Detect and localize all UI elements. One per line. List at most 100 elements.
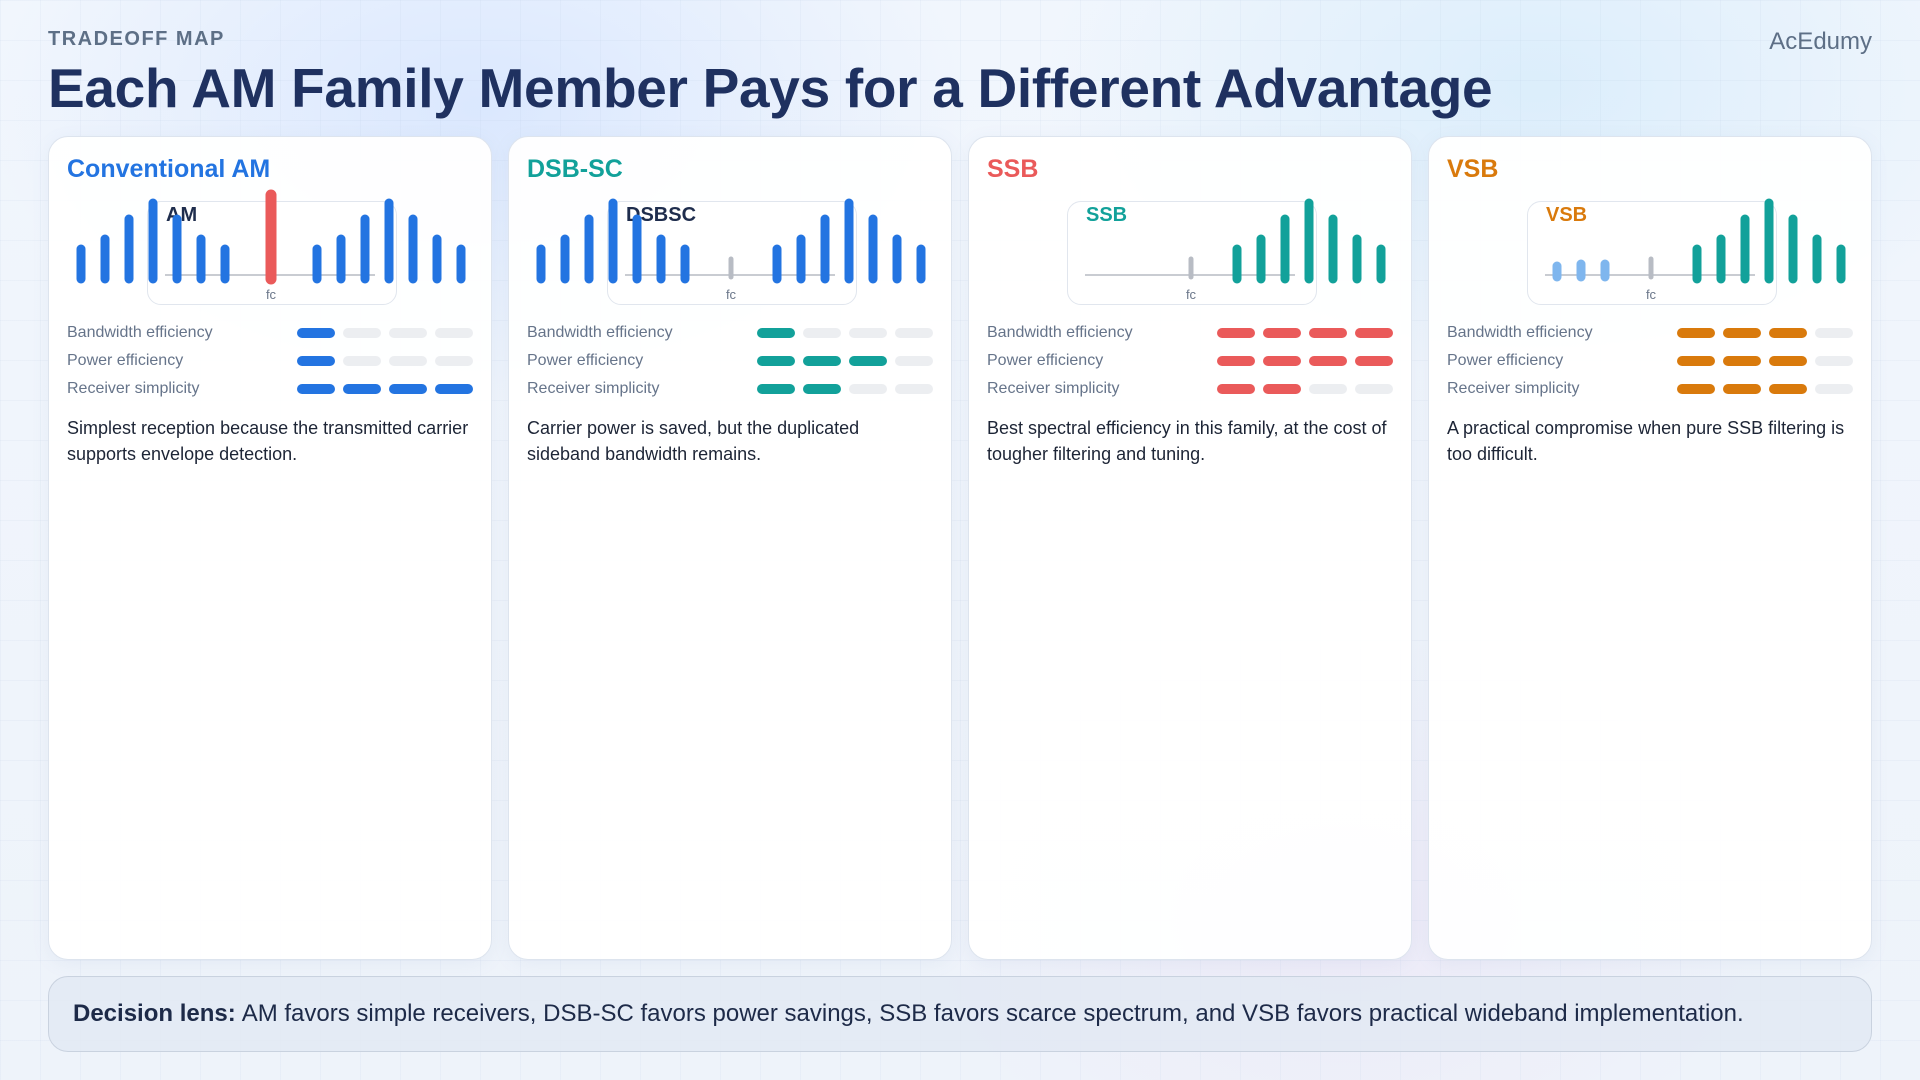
spectrum-inset-box: AM [147,201,397,305]
spectrum-label: VSB [1546,204,1588,226]
spectrum-inset-box: DSBSC [607,201,857,305]
card-title: Conventional AM [67,155,271,183]
metrics-list: Bandwidth efficiency Power efficiency Re… [987,319,1393,403]
rating-pip-filled [1723,384,1761,394]
right-sideband-group [312,198,466,284]
rating-pip-empty [1355,384,1393,394]
metric-power-efficiency: Power efficiency [1447,347,1853,375]
spectrum-svg [1085,198,1386,284]
card-description: A practical compromise when pure SSB fil… [1447,418,1845,464]
metric-label: Receiver simplicity [1447,380,1580,397]
metric-bandwidth-efficiency: Bandwidth efficiency [527,319,933,347]
rating-bar [1677,384,1853,394]
rating-pip-filled [435,384,473,394]
metric-label: Receiver simplicity [527,380,660,397]
card-conventional-am: Conventional AM AM [48,136,492,960]
rating-pip-empty [895,356,933,366]
spectrum-inset-box: VSB [1527,201,1777,305]
metrics-list: Bandwidth efficiency Power efficiency Re… [67,319,473,403]
rating-bar [757,384,933,394]
rating-pip-filled [1769,384,1807,394]
left-sideband-group [536,198,690,284]
metric-receiver-simplicity: Receiver simplicity [1447,375,1853,403]
rating-pip-filled [1355,356,1393,366]
upper-sideband-group [1692,198,1846,284]
upper-sideband-group [1232,198,1386,284]
decision-lens-text: AM favors simple receivers, DSB-SC favor… [241,1000,1744,1027]
left-sideband-group [76,198,230,284]
metric-receiver-simplicity: Receiver simplicity [987,375,1393,403]
rating-pip-filled [1769,356,1807,366]
spectrum-svg [536,198,926,284]
rating-pip-filled [1217,356,1255,366]
metric-label: Receiver simplicity [67,380,200,397]
rating-pip-filled [297,328,335,338]
metric-label: Bandwidth efficiency [67,324,213,341]
spectrum-inset-box: SSB [1067,201,1317,305]
metrics-list: Bandwidth efficiency Power efficiency Re… [1447,319,1853,403]
metric-label: Power efficiency [987,352,1104,369]
rating-pip-empty [803,328,841,338]
rating-bar [757,356,933,366]
decision-lens-banner: Decision lens: AM favors simple receiver… [48,976,1872,1052]
rating-bar [1217,328,1393,338]
metric-label: Bandwidth efficiency [527,324,673,341]
cards-row: Conventional AM AM [48,136,1872,960]
card-description: Best spectral efficiency in this family,… [987,418,1387,464]
rating-pip-filled [343,384,381,394]
rating-pip-filled [1309,356,1347,366]
spectrum-svg [1545,198,1846,284]
rating-pip-filled [1263,384,1301,394]
metrics-list: Bandwidth efficiency Power efficiency Re… [527,319,933,403]
rating-bar [297,384,473,394]
rating-pip-filled [757,356,795,366]
rating-bar [1677,328,1853,338]
rating-pip-filled [849,356,887,366]
rating-bar [1217,356,1393,366]
rating-pip-filled [1355,328,1393,338]
spectrum-diagram: VSB fc [1447,187,1853,315]
metric-label: Power efficiency [1447,352,1564,369]
rating-pip-filled [1677,356,1715,366]
metric-label: Bandwidth efficiency [1447,324,1593,341]
rating-pip-empty [1815,356,1853,366]
metric-bandwidth-efficiency: Bandwidth efficiency [987,319,1393,347]
rating-pip-filled [1769,328,1807,338]
rating-pip-filled [1677,384,1715,394]
spectrum-diagram: DSBSC [527,187,933,315]
rating-pip-filled [389,384,427,394]
rating-bar [757,328,933,338]
page-title: Each AM Family Member Pays for a Differe… [48,57,1493,119]
rating-pip-empty [1309,384,1347,394]
rating-bar [1677,356,1853,366]
vestigial-sideband-group [1552,259,1610,282]
carrier-frequency-label: fc [265,287,277,302]
rating-pip-empty [389,356,427,366]
rating-pip-filled [1263,356,1301,366]
rating-pip-empty [1815,384,1853,394]
card-ssb: SSB SSB fc Band [968,136,1412,960]
spectrum-svg [76,189,466,285]
card-title: DSB-SC [527,155,623,183]
rating-pip-filled [757,384,795,394]
metric-bandwidth-efficiency: Bandwidth efficiency [67,319,473,347]
metric-receiver-simplicity: Receiver simplicity [67,375,473,403]
card-title: VSB [1447,155,1499,183]
rating-pip-empty [343,356,381,366]
rating-pip-filled [1217,384,1255,394]
rating-pip-empty [849,384,887,394]
rating-pip-empty [895,328,933,338]
metric-power-efficiency: Power efficiency [987,347,1393,375]
rating-bar [297,356,473,366]
rating-bar [1217,384,1393,394]
rating-pip-filled [757,328,795,338]
rating-pip-empty [389,328,427,338]
rating-pip-filled [1723,328,1761,338]
right-sideband-group [772,198,926,284]
card-description: Carrier power is saved, but the duplicat… [527,418,860,464]
rating-pip-filled [803,384,841,394]
metric-receiver-simplicity: Receiver simplicity [527,375,933,403]
metric-label: Power efficiency [67,352,184,369]
spectrum-diagram: SSB fc [987,187,1393,315]
rating-bar [297,328,473,338]
